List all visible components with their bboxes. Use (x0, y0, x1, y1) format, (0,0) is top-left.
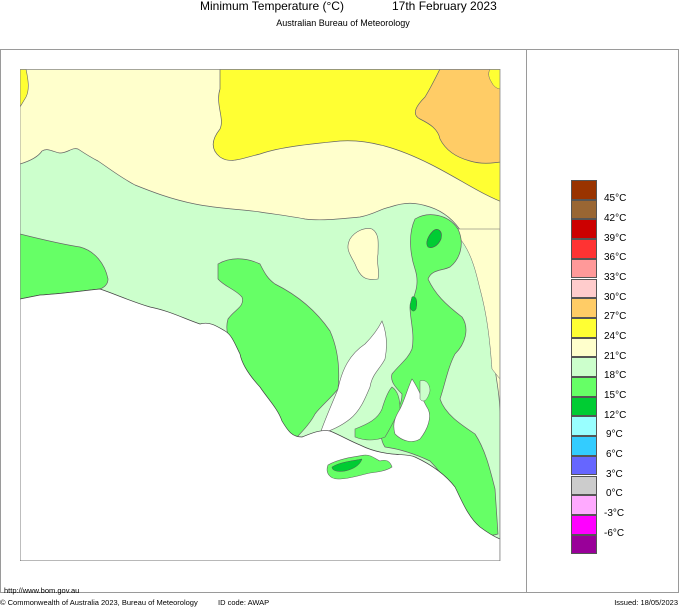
ocean-southern (20, 288, 501, 561)
map-subtitle: Australian Bureau of Meteorology (0, 18, 680, 28)
legend-swatch-10 (571, 377, 597, 397)
map-frame (0, 49, 679, 593)
legend-label-0: 0°C (606, 488, 623, 499)
legend-label-39: 39°C (604, 233, 627, 244)
legend-swatch-0 (571, 180, 597, 200)
legend-swatch-12 (571, 416, 597, 437)
legend-swatch-2 (571, 219, 597, 240)
legend-label-45: 45°C (604, 193, 627, 204)
legend-label-12: 12°C (604, 410, 627, 421)
legend-label-21: 21°C (604, 351, 627, 362)
legend-label-36: 36°C (604, 252, 627, 263)
legend-swatch-9 (571, 357, 597, 377)
legend-label-6: 6°C (606, 449, 623, 460)
legend-swatch-11 (571, 396, 597, 417)
zone-27-30-northeast (414, 69, 507, 164)
copyright-notice: © Commonwealth of Australia 2023, Bureau… (0, 598, 198, 607)
bom-website-link[interactable]: http://www.bom.gov.au (4, 586, 80, 595)
issued-date: Issued: 18/05/2023 (614, 598, 678, 607)
legend-label-42: 42°C (604, 213, 627, 224)
legend-label-27: 27°C (604, 311, 627, 322)
legend-label-minus3: -3°C (604, 508, 625, 519)
subtitle-text: Australian Bureau of Meteorology (276, 18, 410, 28)
legend-swatch-7 (571, 317, 597, 338)
legend-swatch-13 (571, 436, 597, 456)
legend-divider (526, 49, 527, 593)
legend-label-18: 18°C (604, 370, 627, 381)
legend-swatch-8 (571, 337, 597, 358)
legend-swatch-16 (571, 495, 597, 515)
legend-swatch-5 (571, 278, 597, 299)
legend-label-30: 30°C (604, 292, 627, 303)
legend-label-24: 24°C (604, 331, 627, 342)
map-title: Minimum Temperature (°C) (200, 0, 344, 13)
zone-12-15-north (426, 229, 442, 248)
map-date: 17th February 2023 (392, 0, 497, 13)
legend-label-15: 15°C (604, 390, 627, 401)
legend-swatch-17 (571, 514, 597, 535)
legend-swatch-14 (571, 455, 597, 476)
legend-swatch-6 (571, 298, 597, 318)
legend-label-33: 33°C (604, 272, 627, 283)
id-code: ID code: AWAP (218, 598, 270, 607)
legend-swatch-4 (571, 258, 597, 279)
legend-label-minus6: -6°C (604, 528, 625, 539)
legend-swatch-1 (571, 199, 597, 220)
chart-header: Minimum Temperature (°C) 17th February 2… (0, 0, 680, 14)
legend-label-9: 9°C (606, 429, 623, 440)
temperature-map (20, 69, 507, 561)
legend-swatch-3 (571, 239, 597, 259)
legend-label-3: 3°C (606, 469, 623, 480)
legend-swatch-18 (571, 534, 597, 555)
legend-swatch-15 (571, 475, 597, 496)
